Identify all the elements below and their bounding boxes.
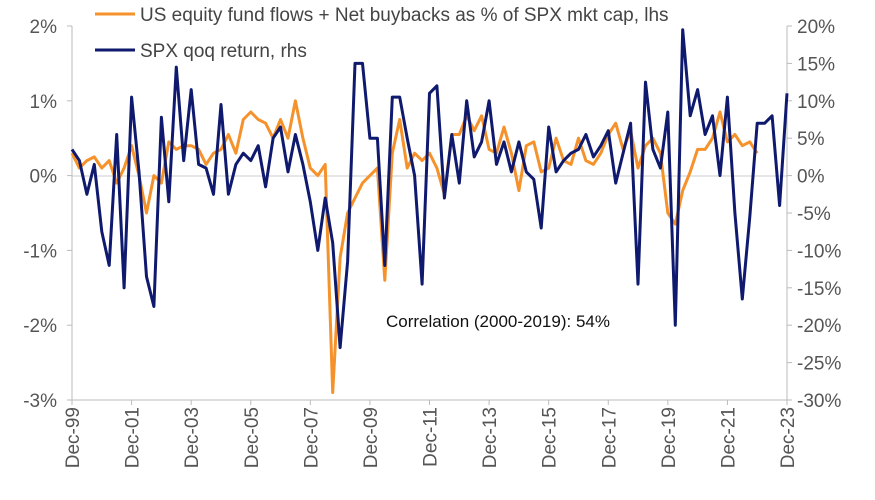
series-line-spx-return bbox=[70, 28, 789, 350]
right-tick-label: -10% bbox=[797, 241, 841, 262]
plot-area bbox=[71, 26, 788, 401]
x-axis-ticks: Dec-99 Dec-01 Dec-03 Dec-05 Dec-07 Dec-09 Dec-… bbox=[63, 400, 799, 468]
x-tick-label: Dec-15 bbox=[540, 407, 561, 468]
left-axis-ticks: 2% 1% 0% -1% -2% -3% bbox=[23, 17, 72, 412]
right-tick-label: 5% bbox=[797, 129, 825, 150]
x-tick-label: Dec-11 bbox=[421, 407, 442, 467]
x-tick-label: Dec-21 bbox=[718, 407, 739, 468]
legend: US equity fund flows + Net buybacks as %… bbox=[95, 5, 669, 62]
left-tick-label: -1% bbox=[23, 241, 57, 262]
x-tick-label: Dec-03 bbox=[182, 407, 203, 468]
correlation-annotation: Correlation (2000-2019): 54% bbox=[386, 312, 610, 331]
right-tick-label: 20% bbox=[797, 17, 835, 38]
x-tick-label: Dec-19 bbox=[659, 407, 680, 468]
x-tick-label: Dec-23 bbox=[778, 407, 799, 468]
left-tick-label: -3% bbox=[23, 391, 57, 412]
left-tick-label: 2% bbox=[30, 17, 58, 38]
x-tick-label: Dec-01 bbox=[123, 407, 144, 468]
x-tick-label: Dec-13 bbox=[480, 407, 501, 468]
right-tick-label: -25% bbox=[797, 354, 841, 375]
x-tick-label: Dec-05 bbox=[242, 407, 263, 468]
right-tick-label: -5% bbox=[797, 204, 831, 225]
right-tick-label: 0% bbox=[797, 167, 825, 188]
right-tick-label: 10% bbox=[797, 92, 835, 113]
left-tick-label: 0% bbox=[30, 167, 58, 188]
right-tick-label: 15% bbox=[797, 54, 835, 75]
series-line-fund-flows bbox=[70, 99, 759, 394]
x-tick-label: Dec-99 bbox=[63, 407, 84, 468]
x-tick-label: Dec-17 bbox=[599, 407, 620, 468]
legend-label-spx-return: SPX qoq return, rhs bbox=[140, 41, 307, 62]
left-tick-label: 1% bbox=[30, 92, 58, 113]
right-tick-label: -20% bbox=[797, 316, 841, 337]
right-axis-ticks: 20% 15% 10% 5% 0% -5% -10% -15% -20% -25% -30% bbox=[787, 17, 841, 412]
left-tick-label: -2% bbox=[23, 316, 57, 337]
x-tick-label: Dec-09 bbox=[361, 407, 382, 468]
right-tick-label: -30% bbox=[797, 391, 841, 412]
right-tick-label: -15% bbox=[797, 279, 841, 300]
x-tick-label: Dec-07 bbox=[301, 407, 322, 468]
legend-label-fund-flows: US equity fund flows + Net buybacks as %… bbox=[140, 5, 669, 26]
